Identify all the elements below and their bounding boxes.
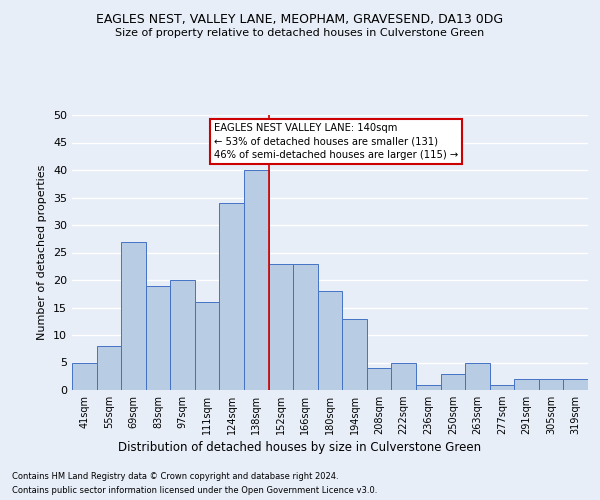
Bar (490, 384, 514, 390)
Text: EAGLES NEST VALLEY LANE: 140sqm
← 53% of detached houses are smaller (131)
46% o: EAGLES NEST VALLEY LANE: 140sqm ← 53% of… (214, 123, 458, 160)
Bar (195, 302, 220, 390)
Bar (416, 384, 440, 390)
Bar (244, 170, 269, 390)
Y-axis label: Number of detached properties: Number of detached properties (37, 165, 47, 340)
Text: Contains HM Land Registry data © Crown copyright and database right 2024.: Contains HM Land Registry data © Crown c… (12, 472, 338, 481)
Bar (539, 379, 563, 390)
Bar (514, 379, 539, 390)
Bar (220, 203, 244, 390)
Bar (318, 291, 342, 390)
Text: Contains public sector information licensed under the Open Government Licence v3: Contains public sector information licen… (12, 486, 377, 495)
Text: Size of property relative to detached houses in Culverstone Green: Size of property relative to detached ho… (115, 28, 485, 38)
Bar (367, 368, 391, 390)
Bar (269, 264, 293, 390)
Bar (170, 280, 195, 390)
Bar (72, 362, 97, 390)
Text: Distribution of detached houses by size in Culverstone Green: Distribution of detached houses by size … (118, 441, 482, 454)
Bar (121, 242, 146, 390)
Bar (563, 379, 588, 390)
Bar (97, 346, 121, 390)
Bar (440, 374, 465, 390)
Bar (146, 286, 170, 390)
Text: EAGLES NEST, VALLEY LANE, MEOPHAM, GRAVESEND, DA13 0DG: EAGLES NEST, VALLEY LANE, MEOPHAM, GRAVE… (97, 12, 503, 26)
Bar (293, 264, 318, 390)
Bar (391, 362, 416, 390)
Bar (465, 362, 490, 390)
Bar (342, 318, 367, 390)
